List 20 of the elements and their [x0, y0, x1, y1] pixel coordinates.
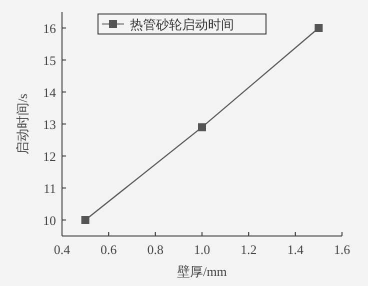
point — [81, 216, 90, 224]
y-tick-label: 12 — [43, 149, 56, 164]
x-tick-label: 1.4 — [287, 242, 304, 257]
y-tick-label: 11 — [43, 181, 56, 196]
x-tick-label: 0.8 — [147, 242, 164, 257]
y-axis-title: 启动时间/s — [15, 94, 30, 154]
y-tick-label: 14 — [43, 85, 56, 100]
y-tick-label: 16 — [43, 21, 56, 36]
legend-label: 热管砂轮启动时间 — [130, 17, 234, 32]
point — [314, 24, 323, 32]
x-tick-label: 1.6 — [334, 242, 351, 257]
x-tick-label: 1.0 — [194, 242, 210, 257]
y-tick-label: 10 — [43, 213, 56, 228]
y-tick-label: 13 — [43, 117, 56, 132]
y-tick-label: 15 — [43, 53, 56, 68]
x-tick-label: 0.4 — [54, 242, 71, 257]
point — [198, 123, 206, 132]
x-tick-label: 0.6 — [100, 242, 118, 257]
x-axis-title: 壁厚/mm — [177, 264, 227, 279]
x-tick-label: 1.2 — [240, 242, 257, 257]
